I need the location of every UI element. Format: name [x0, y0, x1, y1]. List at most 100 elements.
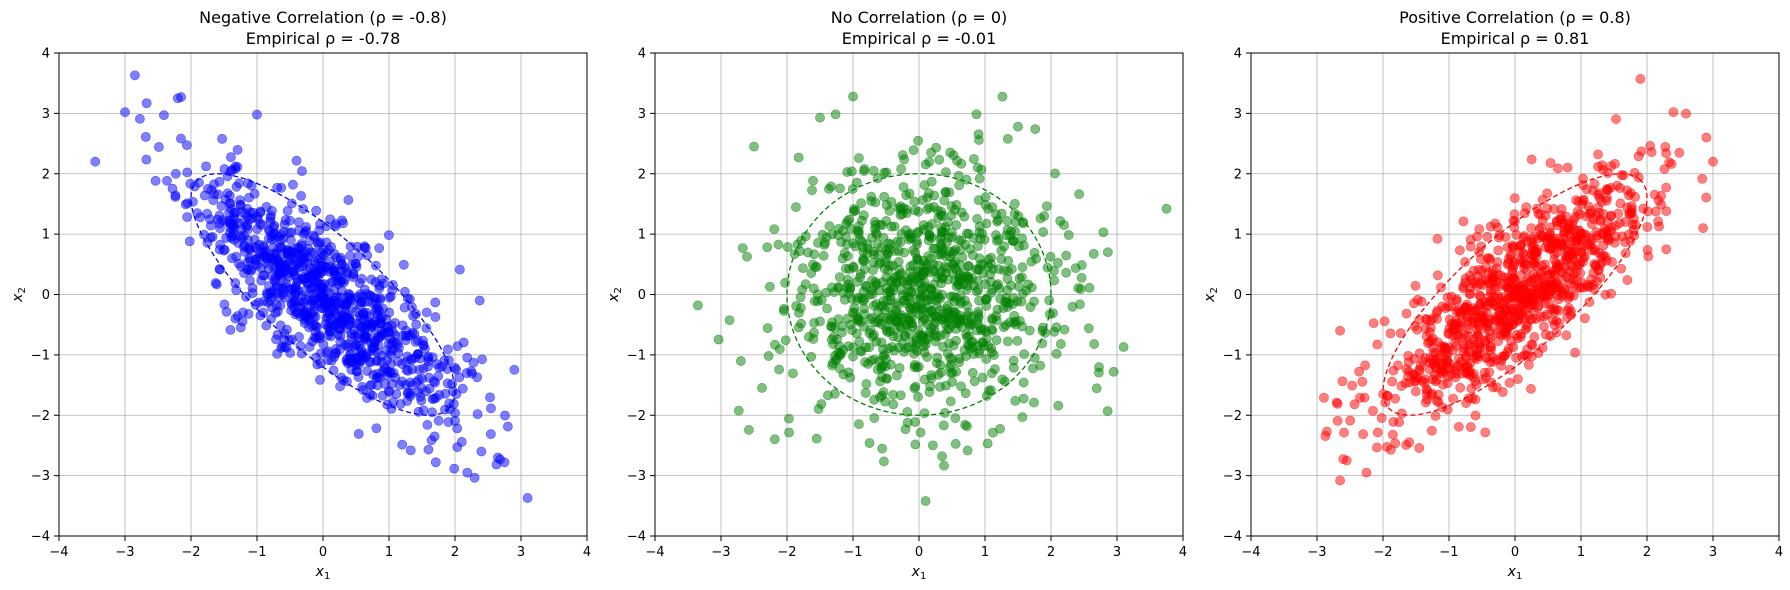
data-point — [361, 331, 372, 342]
y-tick-label: 1 — [1234, 228, 1242, 243]
data-point — [1371, 442, 1382, 453]
data-point — [1512, 374, 1523, 384]
data-point — [1661, 244, 1672, 255]
data-point — [1016, 296, 1027, 307]
chart-title: No Correlation (ρ = 0) — [831, 8, 1008, 27]
data-point — [860, 387, 871, 398]
data-point — [830, 109, 841, 120]
data-point — [945, 291, 956, 302]
data-point — [371, 423, 382, 434]
data-point — [1540, 210, 1551, 221]
data-point — [1545, 222, 1555, 233]
data-point — [782, 242, 793, 252]
chart-subtitle: Empirical ρ = -0.78 — [246, 29, 401, 48]
data-point — [1014, 273, 1025, 284]
data-point — [1432, 270, 1443, 281]
data-point — [901, 298, 912, 309]
data-point — [945, 368, 956, 378]
data-point — [444, 404, 455, 415]
data-point — [1454, 245, 1465, 256]
data-point — [1442, 378, 1453, 388]
data-point — [762, 242, 773, 253]
data-point — [852, 276, 862, 287]
data-point — [966, 312, 977, 322]
data-point — [1642, 222, 1653, 232]
data-point — [924, 387, 935, 397]
y-tick-label: 2 — [1234, 167, 1242, 182]
data-point — [140, 131, 151, 142]
data-point — [1571, 236, 1582, 247]
data-point — [288, 179, 298, 190]
data-point — [1360, 360, 1371, 371]
data-point — [358, 307, 369, 318]
data-point — [1701, 192, 1712, 203]
data-point — [875, 301, 886, 312]
data-point — [1484, 367, 1495, 378]
data-point — [1019, 349, 1030, 360]
confidence-ellipse — [190, 173, 456, 416]
data-point — [858, 254, 869, 264]
data-point — [371, 356, 382, 367]
data-point — [1412, 324, 1423, 335]
data-point — [888, 389, 898, 400]
y-tick-label: −2 — [31, 409, 50, 424]
data-point — [839, 294, 850, 305]
data-point — [1529, 285, 1540, 296]
data-point — [421, 307, 432, 318]
data-point — [1508, 273, 1519, 284]
data-point — [1437, 301, 1448, 312]
data-point — [296, 190, 306, 201]
data-point — [1698, 223, 1708, 233]
chart-title: Positive Correlation (ρ = 0.8) — [1399, 8, 1631, 27]
data-point — [899, 154, 910, 165]
data-point — [954, 180, 965, 191]
data-point — [1537, 342, 1548, 353]
data-point — [225, 324, 236, 335]
data-point — [430, 312, 441, 322]
data-point — [1610, 158, 1620, 169]
chart-panel-3: −4 −3 −2 −1 0 1 2 3 4 −4 −3 −2 −1 0 1 2 3 4 Positive Corre… — [1202, 8, 1783, 582]
data-point — [864, 438, 875, 448]
data-point — [1049, 326, 1060, 337]
data-point — [1414, 443, 1425, 453]
data-point — [1578, 194, 1589, 205]
data-point — [974, 253, 985, 264]
data-point — [454, 264, 465, 275]
data-point — [1039, 211, 1050, 221]
data-point — [1501, 330, 1512, 341]
data-point — [1522, 344, 1533, 355]
data-point — [316, 247, 327, 258]
data-point — [919, 180, 930, 190]
data-point — [1526, 154, 1537, 165]
data-point — [1345, 415, 1356, 426]
data-point — [1629, 167, 1640, 178]
data-point — [454, 372, 465, 383]
data-point — [266, 271, 277, 282]
data-point — [868, 265, 878, 276]
data-point — [289, 253, 299, 264]
data-point — [1401, 440, 1412, 450]
data-point — [1414, 364, 1425, 375]
data-point — [1615, 198, 1626, 209]
x-tick-label: −2 — [1373, 545, 1392, 560]
data-point — [1453, 421, 1464, 432]
data-point — [1451, 294, 1462, 305]
data-point — [234, 178, 245, 189]
data-point — [1456, 307, 1467, 318]
data-point — [500, 410, 510, 421]
data-point — [1516, 257, 1526, 268]
data-point — [889, 221, 900, 232]
y-tick-label: −1 — [1223, 348, 1242, 363]
data-point — [1089, 339, 1100, 349]
data-point — [1084, 282, 1095, 293]
data-point — [848, 91, 858, 102]
data-point — [1681, 108, 1691, 119]
data-point — [969, 154, 979, 164]
data-point — [1668, 107, 1679, 118]
data-point — [1541, 309, 1552, 320]
data-point — [294, 262, 305, 273]
data-point — [867, 285, 877, 296]
data-point — [329, 295, 339, 306]
data-point — [1547, 315, 1558, 325]
data-point — [987, 368, 997, 379]
